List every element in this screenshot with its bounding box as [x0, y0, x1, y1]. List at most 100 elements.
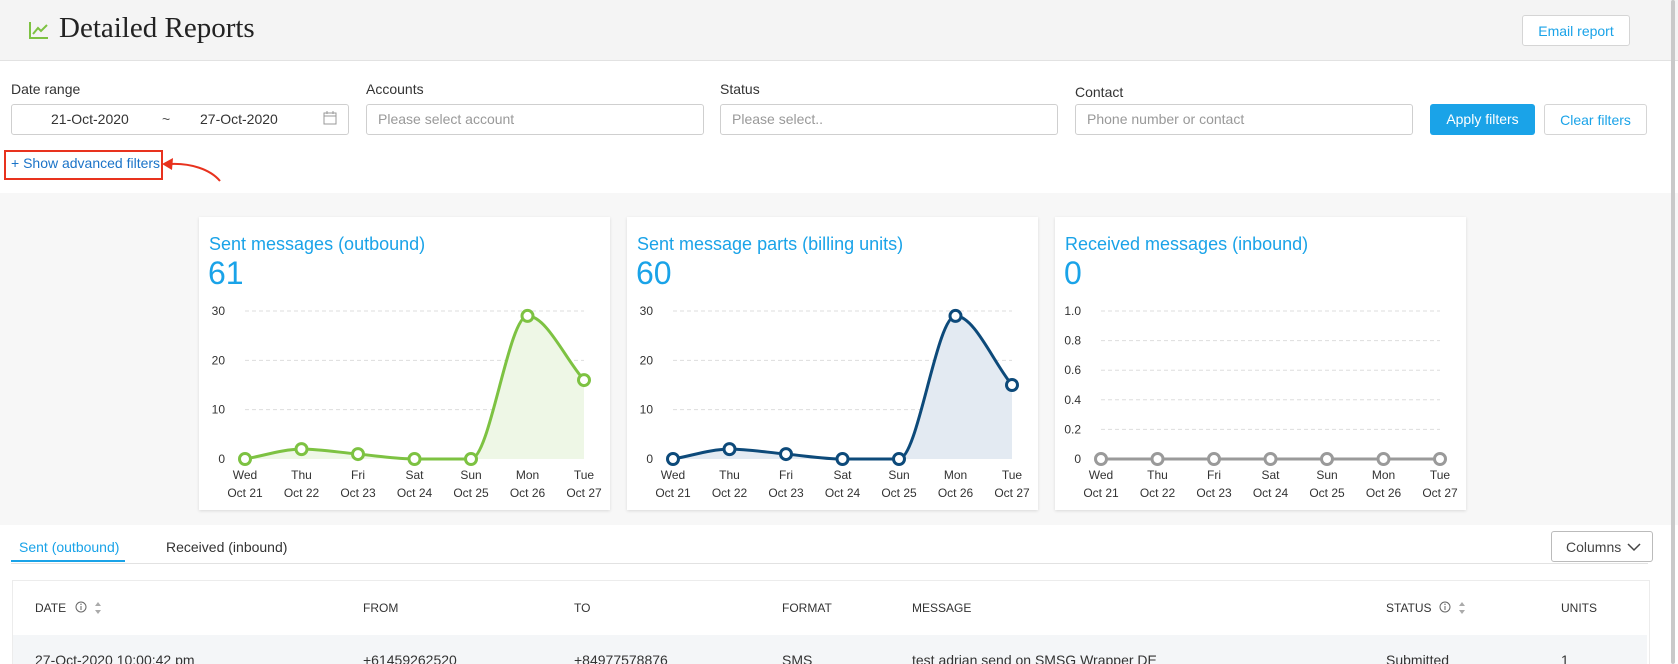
x-tick-label: Oct 24 [397, 486, 433, 500]
date-separator: ~ [162, 111, 171, 127]
x-tick-label: Sat [833, 468, 852, 482]
chart: Sent messages (outbound)61 0 10 20 30 Wed Oct … [208, 234, 602, 500]
point [407, 452, 422, 466]
point [520, 308, 535, 323]
accounts-input[interactable]: Please select account [366, 104, 704, 135]
annotation-arrow [162, 158, 221, 182]
advanced-filters-link[interactable]: + Show advanced filters [11, 155, 161, 171]
point [1094, 452, 1108, 466]
column-header: FROM [363, 601, 399, 615]
x-tick-label: Mon [1372, 468, 1395, 482]
email-report-button[interactable]: Email report [1522, 15, 1630, 46]
point [1005, 378, 1019, 392]
header [0, 0, 1678, 61]
x-tick-label: Sun [1316, 468, 1337, 482]
column-header: STATUS [1386, 601, 1432, 615]
x-tick-label: Wed [233, 468, 257, 482]
column-header: MESSAGE [912, 601, 972, 615]
x-tick-label: Oct 25 [881, 486, 917, 500]
x-tick-label: Wed [1089, 468, 1113, 482]
x-tick-label: Sat [405, 468, 424, 482]
table-cell: SMS [782, 652, 813, 664]
clear-filters-button[interactable]: Clear filters [1544, 104, 1647, 135]
highlight-box [4, 150, 163, 180]
y-tick-label: 0 [646, 452, 653, 466]
point [948, 308, 963, 323]
x-tick-label: Oct 25 [453, 486, 489, 500]
x-tick-label: Oct 23 [1196, 486, 1232, 500]
chart-title: Sent message parts (billing units) [637, 234, 903, 254]
x-tick-label: Thu [1147, 468, 1168, 482]
x-tick-label: Oct 21 [1083, 486, 1119, 500]
x-tick-label: Tue [574, 468, 595, 482]
tab-border [11, 563, 1648, 564]
column-header: TO [574, 601, 591, 615]
table-cell: test adrian send on SMSG Wrapper DE [912, 652, 1157, 664]
filter-label: Accounts [366, 81, 424, 97]
y-tick-label: 20 [212, 353, 226, 367]
x-tick-label: Sat [1261, 468, 1280, 482]
x-tick-label: Oct 21 [655, 486, 691, 500]
x-tick-label: Mon [944, 468, 967, 482]
table-cell: +84977578876 [574, 652, 668, 664]
y-tick-label: 10 [212, 403, 226, 417]
point [351, 447, 365, 462]
column-header: FORMAT [782, 601, 832, 615]
y-tick-label: 20 [640, 353, 654, 367]
x-tick-label: Fri [1207, 468, 1221, 482]
chart-icon [29, 22, 48, 39]
point [779, 447, 793, 462]
point [1150, 452, 1165, 466]
point [577, 373, 591, 388]
y-tick-label: 0 [1074, 452, 1081, 466]
point [666, 452, 680, 466]
date-to: 27-Oct-2020 [200, 111, 278, 127]
point [1320, 452, 1334, 466]
point [835, 452, 850, 466]
x-tick-label: Wed [661, 468, 685, 482]
x-tick-label: Oct 26 [1366, 486, 1402, 500]
tab-active[interactable]: Sent (outbound) [19, 539, 120, 555]
x-tick-label: Mon [516, 468, 539, 482]
x-tick-label: Oct 25 [1309, 486, 1345, 500]
chart-card: Sent message parts (billing units) 60 0 10 2… [627, 217, 1038, 510]
x-tick-label: Thu [291, 468, 312, 482]
x-tick-label: Oct 21 [227, 486, 263, 500]
chart: Sent message parts (billing units)60 0 10 2… [636, 234, 1030, 500]
status-input[interactable]: Please select.. [720, 104, 1058, 135]
point [464, 452, 478, 466]
point [238, 452, 252, 466]
chart-total: 61 [208, 255, 244, 291]
date-range-input[interactable] [11, 104, 349, 135]
point [1376, 452, 1391, 466]
x-tick-label: Sun [888, 468, 909, 482]
contact-input[interactable]: Phone number or contact [1075, 104, 1413, 135]
page-title: Detailed Reports [59, 12, 255, 44]
columns-button[interactable]: Columns [1551, 531, 1653, 562]
x-tick-label: Oct 24 [1253, 486, 1289, 500]
x-tick-label: Oct 23 [340, 486, 376, 500]
x-tick-label: Oct 22 [284, 486, 320, 500]
y-tick-label: 30 [212, 304, 226, 318]
table-cell: 27-Oct-2020 10:00:42 pm [35, 652, 195, 664]
x-tick-label: Tue [1430, 468, 1451, 482]
header-icons[interactable] [75, 600, 107, 616]
x-tick-label: Oct 22 [712, 486, 748, 500]
y-tick-label: 0.4 [1064, 393, 1081, 407]
tab[interactable]: Received (inbound) [166, 539, 288, 555]
y-tick-label: 1.0 [1064, 304, 1081, 318]
x-tick-label: Oct 26 [510, 486, 546, 500]
area [673, 315, 1012, 459]
y-tick-label: 30 [640, 304, 654, 318]
chart-total: 60 [636, 255, 672, 291]
chart-total: 0 [1064, 255, 1082, 291]
point [1263, 452, 1278, 466]
date-from: 21-Oct-2020 [51, 111, 129, 127]
x-tick-label: Oct 26 [938, 486, 974, 500]
header-icons[interactable] [1439, 600, 1471, 616]
apply-filters-button[interactable]: Apply filters [1430, 104, 1535, 135]
x-tick-label: Oct 22 [1140, 486, 1176, 500]
chart-card: Sent messages (outbound) 61 0 10 20 30 Wed Oct … [199, 217, 610, 510]
point [294, 442, 309, 457]
